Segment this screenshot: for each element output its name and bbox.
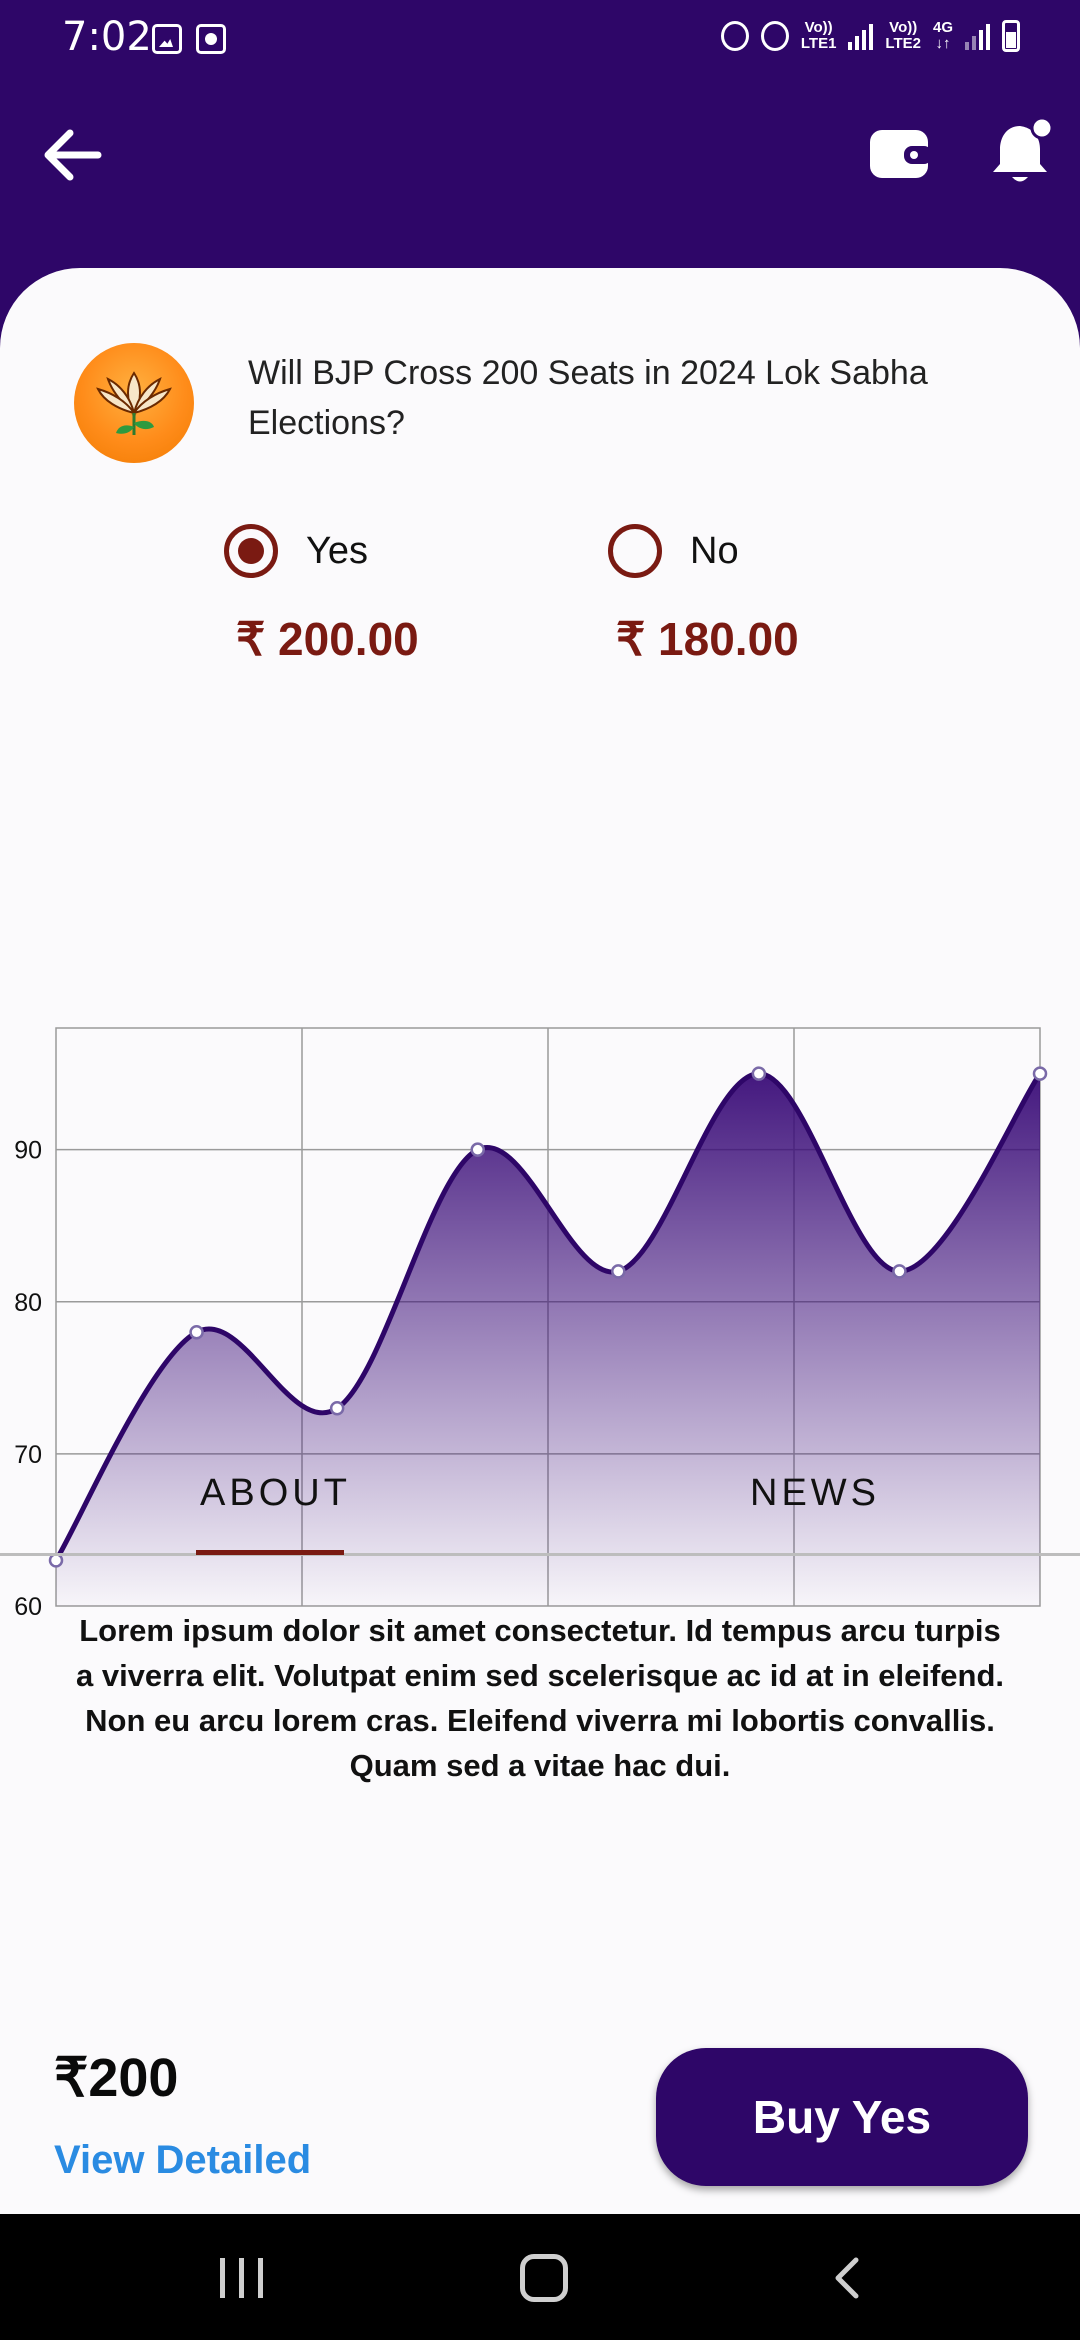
chart-series-line (53, 1071, 1043, 1562)
network-type: 4G ↓↑ (933, 20, 953, 52)
data-arrows-icon: ↓↑ (935, 35, 951, 52)
chart-data-point (189, 1324, 204, 1340)
sim1-volte: Vo)) (804, 19, 833, 36)
buy-yes-button[interactable]: Buy Yes (656, 2048, 1028, 2186)
view-detailed-link[interactable]: View Detailed (54, 2138, 312, 2182)
lotus-icon (96, 371, 172, 435)
recents-icon-bar (220, 2258, 225, 2298)
screen-record-icon (196, 24, 226, 54)
gallery-icon (152, 24, 182, 54)
chart-points (48, 1066, 1048, 1568)
about-text: Lorem ipsum dolor sit amet consectetur. … (75, 1613, 1005, 1783)
sim1-label: Vo)) LTE1 (801, 20, 837, 52)
tab-about[interactable]: ABOUT (200, 1472, 351, 1514)
option-no-label: No (690, 529, 739, 572)
alarm-icon (760, 21, 789, 51)
purchase-bar: ₹200 View Detailed Buy Yes (0, 2034, 1080, 2214)
price-yes: ₹ 200.00 (236, 613, 419, 665)
market-card: Will BJP Cross 200 Seats in 2024 Lok Sab… (0, 268, 1080, 2214)
status-time: 7:02 (62, 14, 152, 60)
recents-icon-bar (239, 2258, 244, 2298)
chart-data-point (329, 1401, 345, 1416)
app-header (0, 80, 1080, 270)
market-question: Will BJP Cross 200 Seats in 2024 Lok Sab… (248, 354, 928, 442)
chart-data-point (751, 1066, 767, 1081)
bjp-lotus-logo (74, 343, 194, 463)
sim1-lte: LTE1 (800, 35, 837, 52)
tab-news[interactable]: NEWS (750, 1472, 880, 1514)
data-saver-icon (720, 21, 749, 51)
recents-icon-bar (258, 2258, 263, 2298)
active-tab-indicator (196, 1550, 344, 1555)
notifications-button[interactable] (990, 116, 1054, 190)
system-nav-bar (0, 2214, 1080, 2340)
recents-button[interactable] (220, 2258, 263, 2298)
chart-y-tick-label: 70 (14, 1441, 42, 1469)
system-back-button[interactable] (826, 2256, 870, 2300)
sim2-volte: Vo)) (889, 19, 918, 36)
home-button[interactable] (520, 2254, 568, 2302)
network-type-label: 4G (932, 19, 953, 36)
chart-y-tick-label: 60 (14, 1593, 42, 1621)
option-yes-label: Yes (306, 529, 368, 572)
arrow-left-icon (44, 129, 102, 181)
sim2-label: Vo)) LTE2 (885, 20, 921, 52)
chart-data-point (892, 1264, 907, 1279)
chart-data-point (470, 1142, 485, 1157)
chart-y-tick-labels: 60 70 80 90 (14, 1137, 42, 1621)
battery-icon (1002, 20, 1020, 52)
sim1-signal-icon (848, 22, 874, 50)
sim2-lte: LTE2 (885, 35, 921, 52)
radio-yes[interactable] (224, 524, 278, 578)
radio-no[interactable] (608, 524, 662, 578)
status-system-icons: Vo)) LTE1 Vo)) LTE2 4G ↓↑ (720, 20, 1020, 52)
wallet-button[interactable] (866, 120, 936, 190)
chart-data-point (48, 1553, 64, 1568)
bell-notification-icon (993, 116, 1054, 182)
status-bar: 7:02 Vo)) LTE1 Vo)) LTE2 4G ↓↑ (0, 0, 1080, 80)
sim2-signal-icon (965, 22, 990, 50)
chart-area-fill (56, 1073, 1040, 1606)
price-history-chart: 60 70 80 90 (14, 1027, 1048, 1621)
back-button[interactable] (38, 120, 108, 190)
chart-data-point (611, 1264, 626, 1279)
wallet-icon (870, 130, 932, 178)
chart-y-tick-label: 80 (14, 1289, 42, 1317)
price-no: ₹ 180.00 (616, 613, 799, 665)
total-amount: ₹200 (54, 2048, 179, 2108)
status-notification-icons (152, 24, 226, 54)
chart-y-tick-label: 90 (14, 1137, 42, 1165)
detail-tabs: ABOUT NEWS (0, 1468, 1080, 1556)
chart-data-point (1032, 1066, 1048, 1081)
chevron-left-icon (835, 2257, 859, 2299)
option-no[interactable]: No (608, 524, 739, 578)
option-yes[interactable]: Yes (224, 524, 368, 578)
